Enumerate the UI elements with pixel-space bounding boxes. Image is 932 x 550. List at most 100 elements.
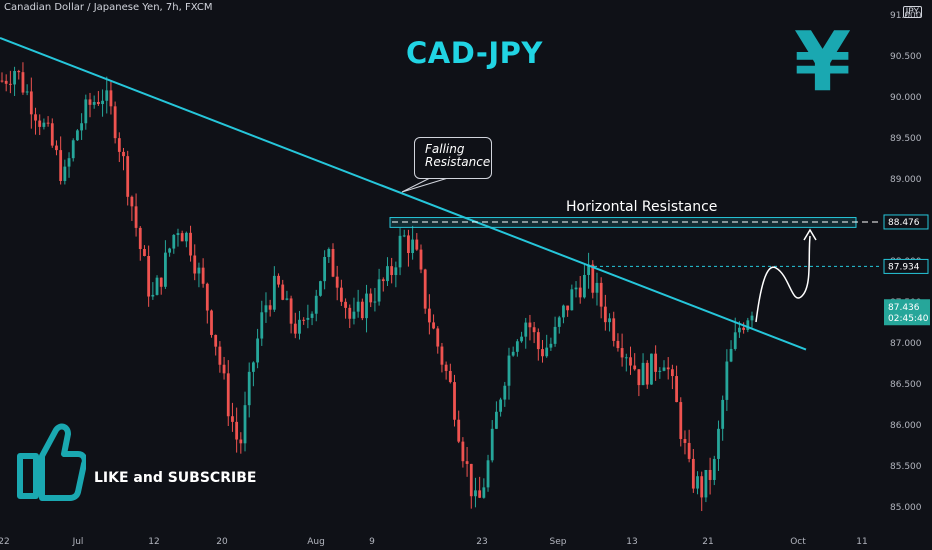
candle-body [365, 293, 368, 319]
candle-body [595, 282, 599, 293]
candle-body [281, 284, 285, 300]
candle-body [59, 150, 63, 181]
candle-body [176, 233, 180, 235]
candle-body [264, 305, 268, 313]
candle-body [603, 306, 607, 323]
candle-body [733, 332, 737, 349]
candle-body [478, 490, 482, 498]
candle-body [101, 100, 104, 105]
y-tick-label: 86.000 [890, 421, 922, 431]
candle-body [46, 122, 50, 124]
candle-body [302, 319, 306, 321]
candle-body [591, 264, 595, 293]
candle-body [105, 90, 109, 101]
x-tick-label: 11 [856, 537, 867, 547]
candle-body [251, 362, 255, 372]
chart-annotations [0, 37, 880, 351]
candle-body [654, 353, 658, 372]
candle-body [662, 367, 666, 371]
candle-body [465, 461, 469, 464]
candle-body [80, 123, 84, 131]
candle-body [243, 405, 247, 444]
candle-body [742, 327, 746, 330]
candle-body [683, 439, 687, 443]
y-tick-label: 87.000 [890, 339, 922, 349]
candle-body [566, 305, 570, 311]
x-tick-label: Sep [550, 537, 567, 547]
candle-body [453, 382, 456, 420]
candle-body [608, 318, 611, 323]
candle-body [122, 151, 125, 157]
candle-body [578, 287, 582, 298]
chart-title: CAD-JPY [406, 36, 543, 70]
candle-body [260, 312, 264, 339]
y-tick-label: 90.000 [890, 93, 922, 103]
candle-body [549, 343, 553, 348]
candle-body [612, 318, 616, 341]
level-price-tag [883, 258, 929, 274]
candle-body [469, 463, 473, 497]
candle-body [184, 232, 188, 242]
candle-body [620, 348, 624, 358]
candle-body [134, 206, 138, 228]
candle-body [197, 267, 201, 274]
candle-body [13, 70, 16, 85]
candle-body [670, 369, 674, 377]
candle-body [641, 362, 645, 386]
candle-body [503, 385, 507, 400]
candle-body [327, 248, 331, 257]
candle-body [562, 305, 565, 318]
candle-body [461, 441, 465, 462]
candle-body [377, 279, 381, 302]
candle-body [390, 266, 394, 276]
horizontal-resistance-label: Horizontal Resistance [566, 199, 718, 215]
level-price-value: 87.934 [888, 262, 920, 272]
candle-body [520, 336, 523, 342]
like-subscribe-text: LIKE and SUBSCRIBE [94, 470, 257, 486]
symbol-header[interactable]: Canadian Dollar / Japanese Yen, 7h, FXCM [4, 2, 213, 13]
candle-body [113, 106, 117, 139]
candle-body [415, 239, 419, 250]
candle-body [536, 332, 540, 350]
currency-tag[interactable]: JPY [902, 6, 922, 18]
x-tick-label: 22 [0, 537, 10, 547]
candle-body [147, 255, 151, 297]
candle-body [96, 102, 100, 105]
callout-pointer [401, 177, 449, 193]
y-tick-label: 90.500 [890, 52, 922, 62]
candle-body [738, 327, 741, 333]
candle-body [298, 319, 301, 334]
candle-body [50, 123, 54, 146]
candle-body [268, 305, 272, 310]
falling-resistance-callout: Falling Resistance [414, 137, 492, 179]
candle-body [675, 376, 678, 403]
candle-body [386, 266, 389, 282]
candle-body [721, 399, 725, 429]
callout-line-2: Resistance [425, 155, 491, 169]
candle-body [599, 282, 603, 307]
candle-body [71, 140, 75, 159]
candle-body [541, 349, 544, 357]
candle-body [164, 252, 167, 287]
candle-body [557, 317, 561, 327]
candle-body [482, 487, 486, 498]
candle-body [696, 476, 699, 489]
candle-body [352, 311, 356, 319]
candle-body [750, 315, 754, 321]
candle-body [587, 264, 590, 275]
x-tick-label: 21 [702, 537, 713, 547]
y-tick-label: 85.500 [890, 462, 922, 472]
candle-body [67, 158, 71, 167]
candle-body [650, 353, 653, 385]
candle-body [193, 255, 197, 274]
candle-body [143, 249, 146, 256]
candle-body [381, 279, 385, 282]
candle-body [63, 166, 67, 181]
candle-body [210, 310, 213, 335]
candle-body [310, 313, 314, 318]
candle-body [457, 419, 461, 442]
projection-path [755, 235, 811, 323]
candle-body [691, 458, 695, 489]
candle-body [725, 361, 729, 400]
